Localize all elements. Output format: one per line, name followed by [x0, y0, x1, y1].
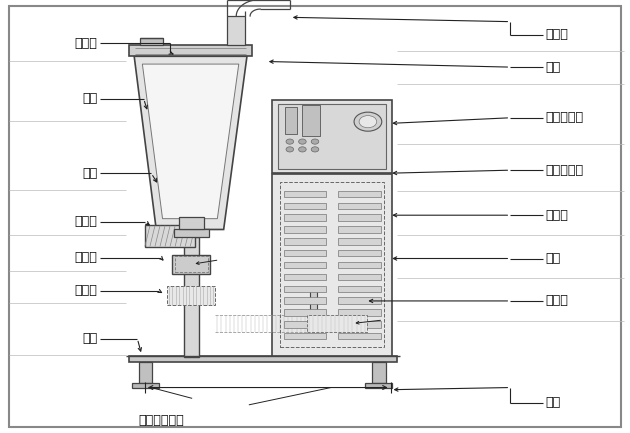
Polygon shape [142, 64, 239, 219]
Bar [284, 214, 326, 221]
Bar [168, 286, 215, 305]
Bar [272, 100, 392, 173]
Bar [338, 309, 381, 316]
Text: 機座: 機座 [83, 332, 98, 345]
Bar [145, 225, 195, 247]
Bar [307, 315, 367, 332]
Bar [338, 238, 381, 245]
Text: 手扣: 手扣 [545, 61, 560, 74]
Bar [129, 356, 397, 362]
Bar [227, 16, 245, 45]
Text: 電機: 電機 [545, 252, 560, 265]
Bar [338, 333, 381, 339]
Bar [284, 274, 326, 280]
Bar [372, 362, 386, 383]
Bar [338, 297, 381, 304]
Circle shape [299, 147, 306, 152]
Bar [132, 383, 159, 388]
Bar [284, 321, 326, 328]
Bar [140, 38, 163, 45]
Text: 皮帶調節螺絲: 皮帶調節螺絲 [139, 414, 185, 427]
Text: 電器控制箱: 電器控制箱 [545, 111, 583, 124]
Text: 出料口: 出料口 [75, 215, 98, 228]
Bar [284, 262, 326, 268]
Bar [284, 309, 326, 316]
Bar [280, 182, 384, 347]
Bar [338, 285, 381, 292]
Bar [338, 226, 381, 233]
Bar [284, 238, 326, 245]
Text: 散熱孔: 散熱孔 [545, 209, 568, 222]
Text: 電機防護罩: 電機防護罩 [545, 164, 583, 177]
Bar [284, 297, 326, 304]
Circle shape [286, 147, 294, 152]
Circle shape [354, 112, 382, 131]
Bar [179, 216, 203, 229]
Bar [365, 383, 392, 388]
Circle shape [311, 147, 319, 152]
Bar [338, 191, 381, 197]
Text: 排氣扇: 排氣扇 [545, 28, 568, 41]
Bar [302, 105, 320, 136]
Text: 桶體: 桶體 [83, 92, 98, 105]
Bar [338, 250, 381, 256]
Bar [284, 250, 326, 256]
Bar [175, 256, 207, 272]
Circle shape [286, 139, 294, 144]
Bar [338, 262, 381, 268]
Circle shape [299, 139, 306, 144]
Bar [338, 203, 381, 209]
Bar [338, 214, 381, 221]
Bar [272, 174, 392, 356]
Bar [284, 285, 326, 292]
Text: 皮帶: 皮帶 [545, 396, 560, 409]
Polygon shape [134, 56, 247, 229]
Bar [284, 191, 326, 197]
Bar [285, 107, 297, 134]
Bar [278, 104, 386, 169]
Bar [184, 237, 199, 357]
Circle shape [359, 116, 377, 128]
Bar [284, 333, 326, 339]
Bar [139, 362, 152, 383]
Bar [284, 226, 326, 233]
Text: 料桶蓋: 料桶蓋 [75, 37, 98, 50]
Text: 軸承座: 軸承座 [75, 251, 98, 264]
Text: 皮帶輪: 皮帶輪 [75, 284, 98, 297]
Bar [129, 45, 252, 56]
Bar [338, 274, 381, 280]
Bar [284, 203, 326, 209]
Text: 電機輪: 電機輪 [545, 294, 568, 307]
Circle shape [311, 139, 319, 144]
Bar [172, 255, 210, 274]
Bar [173, 229, 209, 237]
Bar [309, 287, 317, 315]
Text: 漿葉: 漿葉 [83, 167, 98, 180]
Bar [338, 321, 381, 328]
